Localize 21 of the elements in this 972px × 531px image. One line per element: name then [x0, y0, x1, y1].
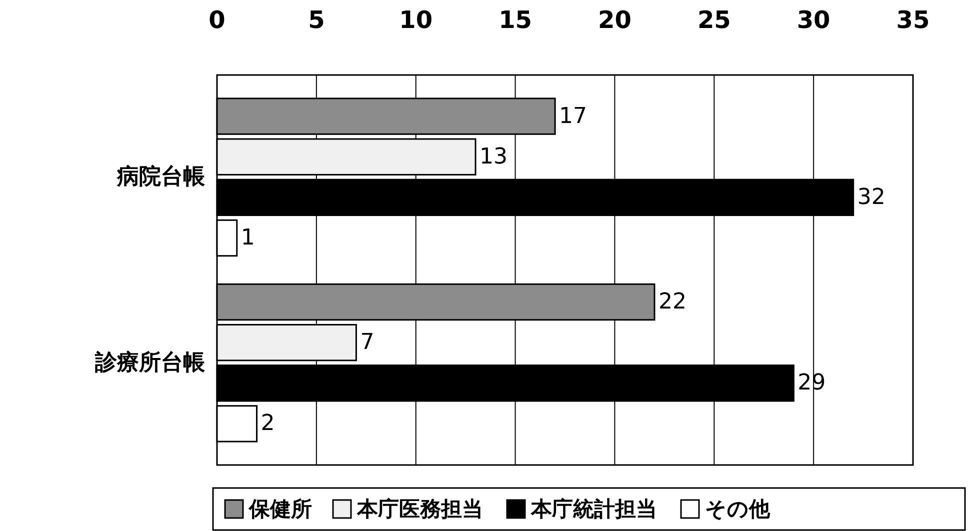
x-tick-label: 25 — [697, 6, 731, 34]
data-label: 32 — [857, 184, 886, 210]
x-tick-label: 5 — [308, 6, 325, 34]
data-label: 2 — [260, 411, 275, 436]
data-label: 22 — [658, 290, 686, 315]
x-tick-label: 20 — [598, 6, 632, 34]
data-label: 1 — [240, 225, 255, 250]
x-tick-label: 0 — [208, 6, 226, 34]
legend-label: その他 — [705, 497, 771, 521]
x-tick-label: 35 — [896, 6, 930, 34]
x-tick-label: 10 — [399, 6, 433, 34]
data-label: 13 — [480, 144, 508, 170]
y-tick-label: 診療所台帳 — [94, 349, 206, 376]
x-tick-label: 30 — [796, 6, 830, 34]
legend-label: 保健所 — [248, 497, 312, 521]
data-label: 17 — [559, 104, 588, 129]
x-tick-label: 15 — [498, 6, 532, 34]
legend-label: 本庁統計担当 — [530, 497, 657, 521]
y-tick-label: 病院台帳 — [116, 164, 206, 190]
data-label: 7 — [360, 330, 374, 356]
legend-label: 本庁医務担当 — [356, 497, 483, 521]
